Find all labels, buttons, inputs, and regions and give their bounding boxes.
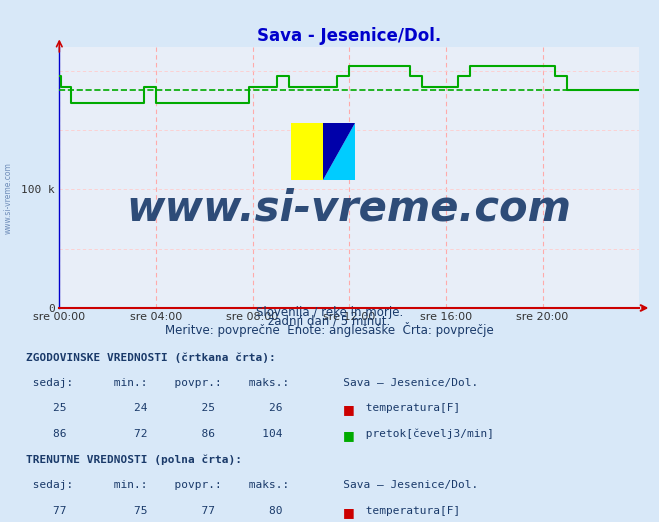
Text: ■: ■ [343,505,355,518]
Text: Meritve: povprečne  Enote: anglešaške  Črta: povprečje: Meritve: povprečne Enote: anglešaške Črt… [165,322,494,337]
Text: pretok[čevelj3/min]: pretok[čevelj3/min] [359,429,494,440]
Title: Sava - Jesenice/Dol.: Sava - Jesenice/Dol. [257,28,442,45]
Text: 86          72        86       104: 86 72 86 104 [26,429,283,439]
Text: temperatura[F]: temperatura[F] [359,505,461,516]
Text: zadnji dan / 5 minut.: zadnji dan / 5 minut. [268,315,391,328]
Polygon shape [323,123,355,180]
Text: temperatura[F]: temperatura[F] [359,403,461,413]
Text: sedaj:      min.:    povpr.:    maks.:        Sava – Jesenice/Dol.: sedaj: min.: povpr.: maks.: Sava – Jesen… [26,480,478,490]
Text: ■: ■ [343,403,355,416]
Bar [291,123,323,180]
Text: 25          24        25        26: 25 24 25 26 [26,403,283,413]
Text: Slovenija / reke in morje.: Slovenija / reke in morje. [256,306,403,319]
Text: www.si-vreme.com: www.si-vreme.com [3,162,13,234]
Text: TRENUTNE VREDNOSTI (polna črta):: TRENUTNE VREDNOSTI (polna črta): [26,454,243,465]
Text: ZGODOVINSKE VREDNOSTI (črtkana črta):: ZGODOVINSKE VREDNOSTI (črtkana črta): [26,352,276,363]
Text: www.si-vreme.com: www.si-vreme.com [127,188,572,230]
Text: sedaj:      min.:    povpr.:    maks.:        Sava – Jesenice/Dol.: sedaj: min.: povpr.: maks.: Sava – Jesen… [26,378,478,388]
Text: 77          75        77        80: 77 75 77 80 [26,505,283,516]
Text: ■: ■ [343,429,355,442]
Polygon shape [323,123,355,180]
